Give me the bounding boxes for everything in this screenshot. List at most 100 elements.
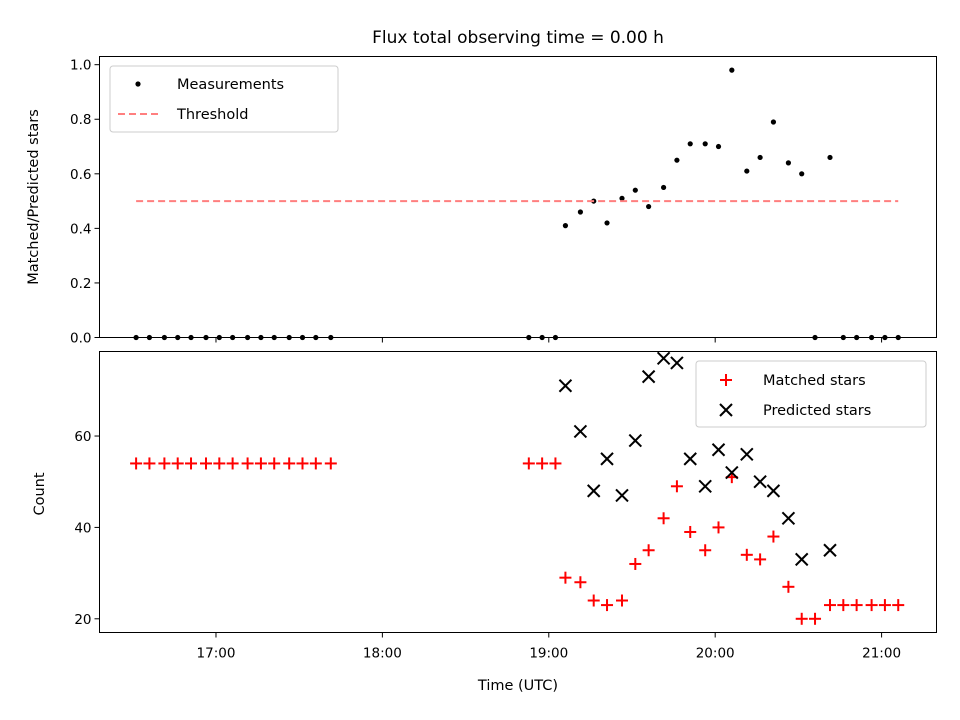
measurement-point (770, 119, 777, 125)
matched-stars-point (670, 480, 683, 493)
predicted-stars-point (766, 484, 781, 498)
measurement-point (744, 168, 750, 174)
matched-stars-point (587, 594, 600, 607)
matched-stars-point (850, 599, 863, 612)
matched-stars-point (296, 457, 309, 470)
matched-stars-point (574, 576, 587, 589)
predicted-stars-point (615, 488, 629, 503)
matched-stars-point (684, 525, 697, 538)
bottom-panel-y-ticks: 20 40 60 (74, 429, 100, 628)
matched-stars-point (616, 594, 629, 607)
matched-stars-point (536, 457, 549, 470)
predicted-stars-point (670, 356, 684, 370)
top-y-tick-label: 0.0 (70, 331, 91, 347)
predicted-stars-point (753, 475, 767, 489)
matched-stars-point (767, 530, 780, 543)
legend-matched-label: Matched stars (763, 373, 866, 389)
measurement-point (687, 141, 693, 147)
top-y-tick-label: 0.6 (70, 167, 91, 183)
matched-stars-point (601, 599, 614, 612)
measurement-point (604, 220, 610, 226)
matched-stars-point (699, 544, 712, 557)
bottom-y-tick-label: 20 (74, 612, 91, 628)
matched-stars-point (559, 571, 572, 584)
measurement-point (827, 154, 833, 161)
predicted-stars-point (725, 465, 739, 480)
top-panel-y-ticks: 0.0 0.2 0.4 0.6 0.8 1.0 (70, 58, 100, 347)
bottom-legend: Matched stars Predicted stars (695, 360, 927, 428)
measurement-point (674, 157, 680, 163)
bottom-y-tick-label: 40 (74, 520, 91, 536)
bottom-panel-x-ticks: 17:00 18:00 19:00 20:00 21:00 (197, 632, 901, 662)
bottom-panel-frame (99, 351, 937, 633)
predicted-stars-point (823, 543, 837, 557)
matched-stars-point (892, 599, 905, 612)
bottom-panel-y-axis-label: Count (32, 472, 48, 515)
matched-stars-point (629, 557, 642, 570)
matched-stars-point (740, 548, 753, 561)
matched-stars-point (143, 457, 156, 470)
measurement-point (702, 141, 708, 147)
measurement-point (785, 160, 792, 166)
matched-stars-point (712, 521, 725, 534)
bottom-y-tick-label: 60 (74, 429, 91, 445)
matched-stars-point (241, 457, 254, 470)
matched-stars-point (642, 544, 655, 557)
top-panel-y-axis-label: Matched/Predicted stars (26, 109, 42, 285)
matched-stars-point (782, 580, 795, 593)
matched-stars-point (809, 612, 822, 625)
matched-stars-point (795, 612, 808, 625)
matched-stars-point (324, 457, 337, 470)
top-legend: Measurements Threshold (109, 65, 339, 133)
matched-stars-point (199, 457, 212, 470)
x-tick-label: 21:00 (862, 646, 901, 662)
x-tick-label: 17:00 (197, 646, 236, 662)
measurement-point (715, 143, 722, 150)
matched-stars-point (226, 457, 239, 470)
matched-stars-point (309, 457, 322, 470)
predicted-stars-point (573, 424, 588, 439)
measurement-point (729, 67, 735, 73)
measurement-point (799, 171, 805, 177)
matched-stars-point (549, 457, 562, 470)
measurement-point (757, 154, 763, 161)
measurement-point (619, 195, 625, 201)
predicted-stars-point (641, 369, 656, 384)
legend-measurements-marker (135, 81, 141, 87)
legend-predicted-marker (719, 403, 733, 417)
predicted-stars-point (683, 452, 697, 466)
matched-stars-point (158, 457, 171, 470)
top-panel-frame (99, 56, 937, 338)
legend-predicted-label: Predicted stars (763, 403, 871, 419)
measurement-point (646, 203, 652, 210)
bottom-panel: 20 40 60 17:00 18:00 19:00 20:00 21:00 Count T… (32, 351, 937, 694)
measurement-point (577, 209, 584, 215)
matched-stars-point (754, 553, 767, 566)
predicted-stars-point (600, 452, 614, 466)
top-panel-x-ticks (215, 337, 883, 343)
matched-stars-point (283, 457, 296, 470)
matched-stars-point (130, 457, 143, 470)
legend-threshold-label: Threshold (176, 107, 248, 123)
x-tick-label: 18:00 (363, 646, 402, 662)
matched-stars-point (657, 512, 670, 525)
x-tick-label: 20:00 (696, 646, 735, 662)
matched-stars-point (171, 457, 184, 470)
chart-title: Flux total observing time = 0.00 h (372, 28, 664, 48)
legend-measurements-label: Measurements (177, 77, 284, 93)
measurement-point (632, 187, 638, 193)
matched-stars-point (878, 599, 891, 612)
predicted-stars-point (740, 447, 754, 462)
predicted-stars-point (711, 443, 726, 457)
matched-stars-point (865, 599, 878, 612)
top-legend-frame (109, 65, 339, 133)
bottom-legend-frame (695, 360, 927, 428)
x-axis-label: Time (UTC) (477, 678, 558, 694)
legend-matched-marker (720, 374, 732, 386)
matched-stars-point (268, 457, 281, 470)
top-y-tick-label: 0.2 (70, 276, 91, 292)
matched-stars-point (254, 457, 267, 470)
bottom-panel-marks (130, 351, 905, 625)
predicted-stars-point (656, 351, 671, 366)
